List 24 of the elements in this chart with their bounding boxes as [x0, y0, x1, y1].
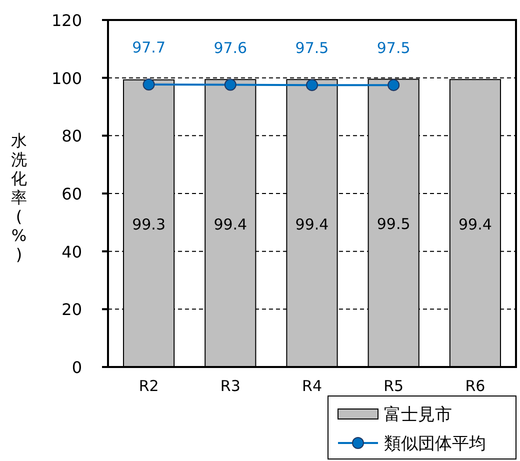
- x-tick-label: R6: [465, 377, 486, 395]
- x-tick-label: R2: [138, 377, 159, 395]
- y-tick-label: 80: [62, 126, 82, 146]
- y-tick-label: 20: [62, 300, 82, 320]
- y-tick-label: 100: [51, 68, 82, 88]
- y-tick-label: 120: [51, 11, 82, 30]
- data-label: 99.3: [132, 215, 166, 234]
- x-tick-label: R5: [384, 377, 404, 395]
- data-label: 99.4: [295, 215, 329, 234]
- legend-label: 類似団体平均: [384, 434, 486, 454]
- x-tick-label: R4: [302, 377, 322, 395]
- y-tick-label: 0: [72, 358, 82, 377]
- legend-label: 富士見市: [384, 405, 452, 425]
- y-tick-label: 40: [62, 242, 82, 262]
- data-label: 97.7: [132, 38, 166, 56]
- data-label: 97.5: [295, 39, 329, 58]
- y-axis-title: 水洗化率(%): [11, 131, 27, 264]
- data-label: 99.4: [458, 215, 492, 234]
- data-label: 99.4: [214, 215, 248, 234]
- data-label: 99.5: [376, 215, 410, 234]
- y-tick-label: 60: [62, 184, 82, 204]
- data-label: 97.5: [376, 39, 410, 58]
- data-label: 97.6: [214, 38, 248, 57]
- x-tick-label: R3: [220, 377, 240, 395]
